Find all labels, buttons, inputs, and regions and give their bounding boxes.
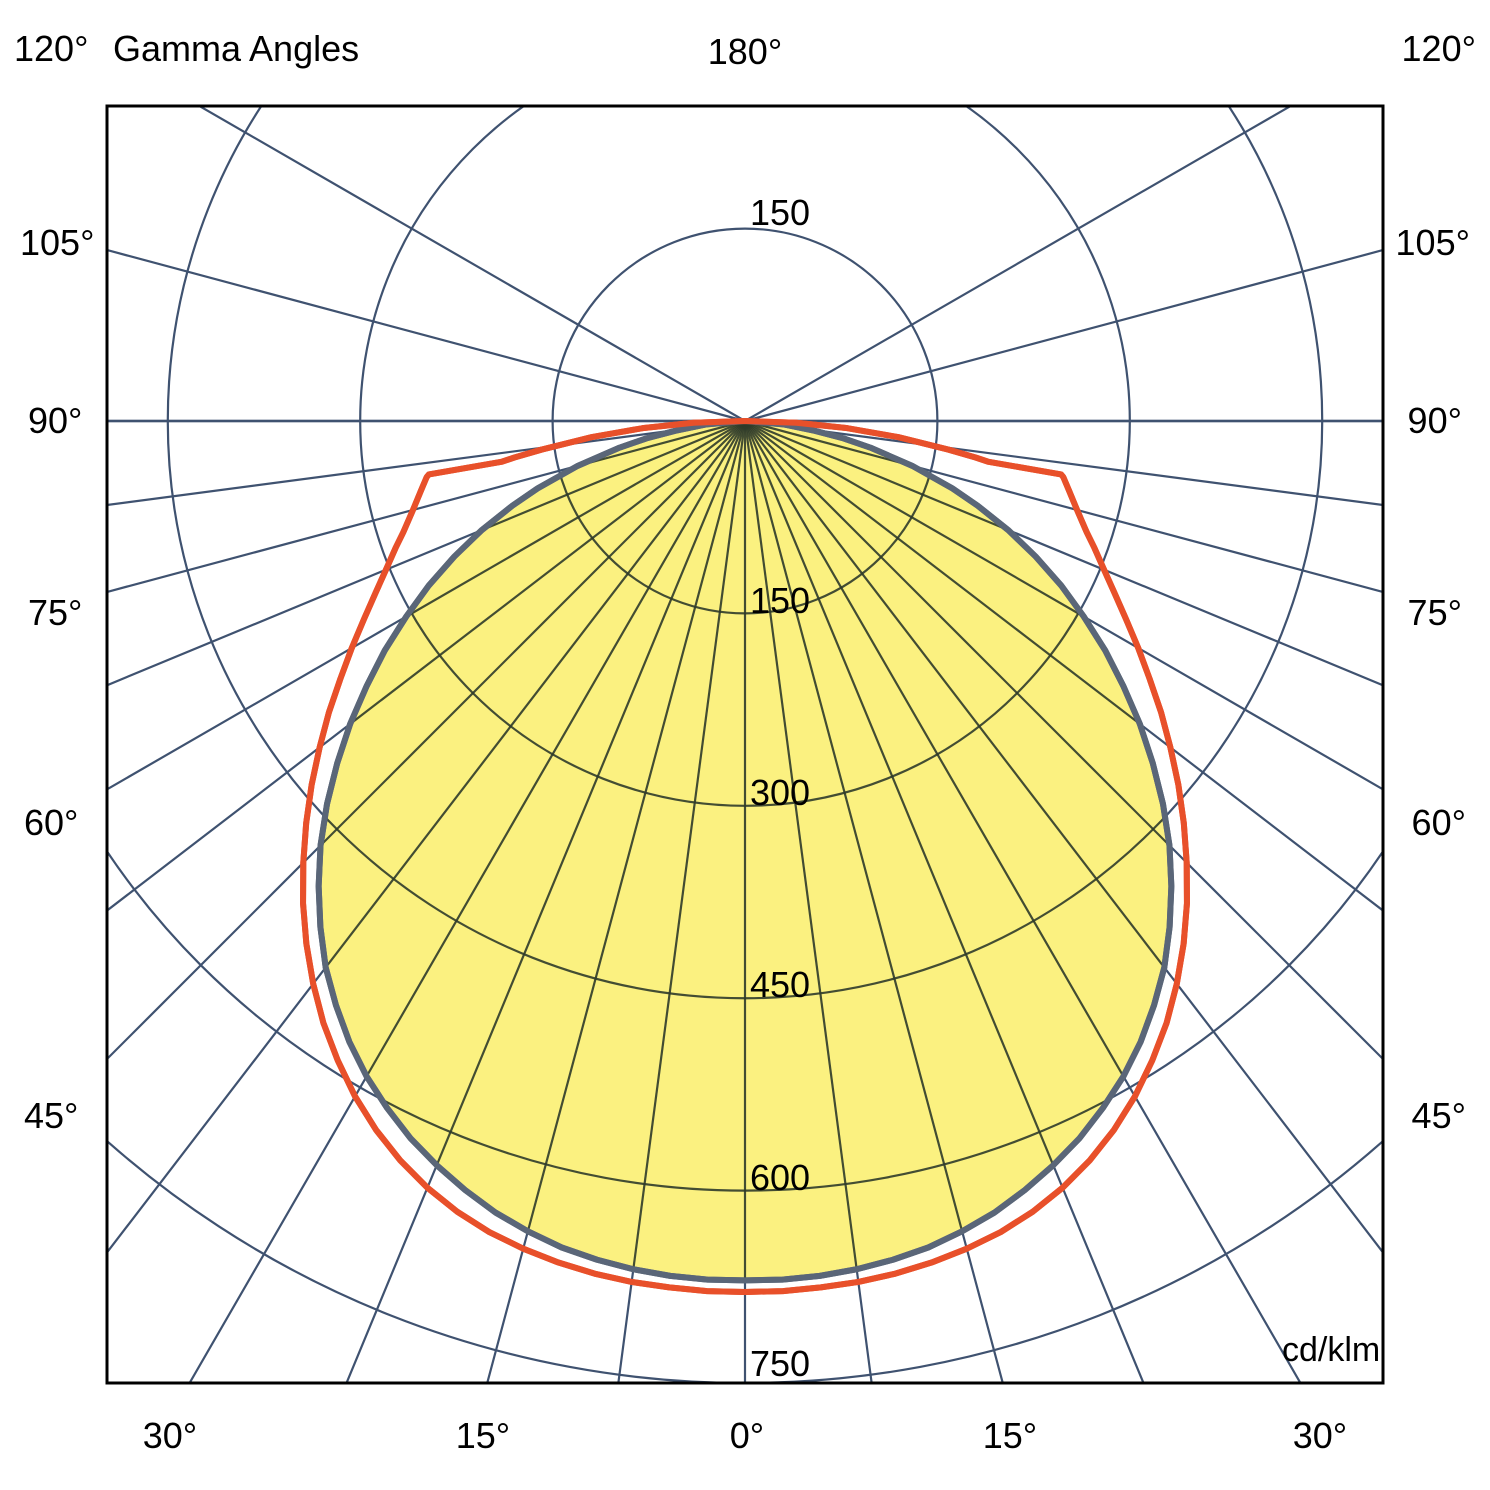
page-title: Gamma Angles xyxy=(113,28,360,69)
radial-tick-600: 600 xyxy=(750,1157,811,1198)
plot-frame xyxy=(105,104,1385,1385)
radial-tick-150-lower: 150 xyxy=(750,580,811,621)
grid-spoke-over-30 xyxy=(744,421,1172,1281)
grid-circle-over-600 xyxy=(318,421,1172,1192)
grid-spoke-120 xyxy=(743,106,1293,423)
gamma-label-bottom-15-left: 15° xyxy=(455,1415,511,1456)
gamma-label-right-75: 75° xyxy=(1407,592,1462,633)
grid-spoke--75 xyxy=(107,419,747,594)
grid-spoke-over--22.5 xyxy=(318,421,747,1281)
grid-spoke-75 xyxy=(743,419,1383,594)
grid-spoke-over-67.5 xyxy=(744,421,1172,956)
gamma-label-right-90: 90° xyxy=(1407,400,1462,441)
radial-tick-750: 750 xyxy=(750,1343,811,1384)
grid-spoke-over--45 xyxy=(318,421,746,1281)
gamma-label-left-105: 105° xyxy=(20,222,95,263)
grid-spoke-over--60 xyxy=(318,421,746,1120)
series-outline-0 xyxy=(315,418,1175,1284)
gamma-label-left-45: 45° xyxy=(24,1095,79,1136)
gamma-label-bottom-0: 0° xyxy=(729,1415,765,1456)
gamma-label-top-180: 180° xyxy=(707,31,783,72)
radial-tick-150-upper: 150 xyxy=(750,192,811,233)
series-outline-1 xyxy=(300,418,1190,1295)
gamma-label-left-75: 75° xyxy=(28,592,83,633)
grid-spoke-105 xyxy=(743,248,1383,423)
gamma-label-bottom-30-left: 30° xyxy=(142,1415,198,1456)
radial-tick-450: 450 xyxy=(750,964,811,1005)
gamma-label-right-60: 60° xyxy=(1411,802,1466,843)
gamma-label-left-120: 120° xyxy=(14,28,89,69)
radial-tick-300: 300 xyxy=(750,772,811,813)
grid-spoke-over--105 xyxy=(318,421,746,423)
grid-spoke-over--7.5 xyxy=(561,421,747,1281)
grid-spoke--105 xyxy=(107,248,747,423)
gamma-label-right-120: 120° xyxy=(1401,28,1476,69)
grid-spoke--120 xyxy=(197,106,747,423)
gamma-label-bottom-30-right: 30° xyxy=(1292,1415,1348,1456)
grid-circle-over-450 xyxy=(318,421,1172,1000)
grid-spoke-over--30 xyxy=(318,421,746,1281)
grid-spoke-over--15 xyxy=(382,421,747,1281)
grid-spoke-over-105 xyxy=(744,421,1172,423)
grid-spoke-over--52.5 xyxy=(318,421,746,1272)
grid-spoke-over-52.5 xyxy=(744,421,1172,1272)
gamma-label-right-45: 45° xyxy=(1411,1095,1466,1136)
grid-spoke-over-22.5 xyxy=(743,421,1172,1281)
grid-spoke-over--120 xyxy=(318,421,746,422)
gamma-label-left-60: 60° xyxy=(24,802,79,843)
grid-circle-over-150 xyxy=(551,421,939,615)
grid-spoke-over-15 xyxy=(743,421,1108,1281)
grid-spoke-over--67.5 xyxy=(318,421,746,956)
grid-spoke-over-45 xyxy=(744,421,1172,1281)
grid-spoke-82.5 xyxy=(743,419,1383,507)
grid-spoke-over-7.5 xyxy=(743,421,929,1281)
grid-circle-over-300 xyxy=(359,421,1131,807)
grid-spoke--82.5 xyxy=(107,419,747,507)
grid-spoke-over-120 xyxy=(744,421,1172,422)
gamma-label-bottom-15-right: 15° xyxy=(982,1415,1038,1456)
gamma-label-right-105: 105° xyxy=(1395,222,1470,263)
unit-label: cd/klm xyxy=(1282,1331,1381,1369)
gamma-label-left-90: 90° xyxy=(28,400,83,441)
grid-spoke-over-60 xyxy=(744,421,1172,1120)
